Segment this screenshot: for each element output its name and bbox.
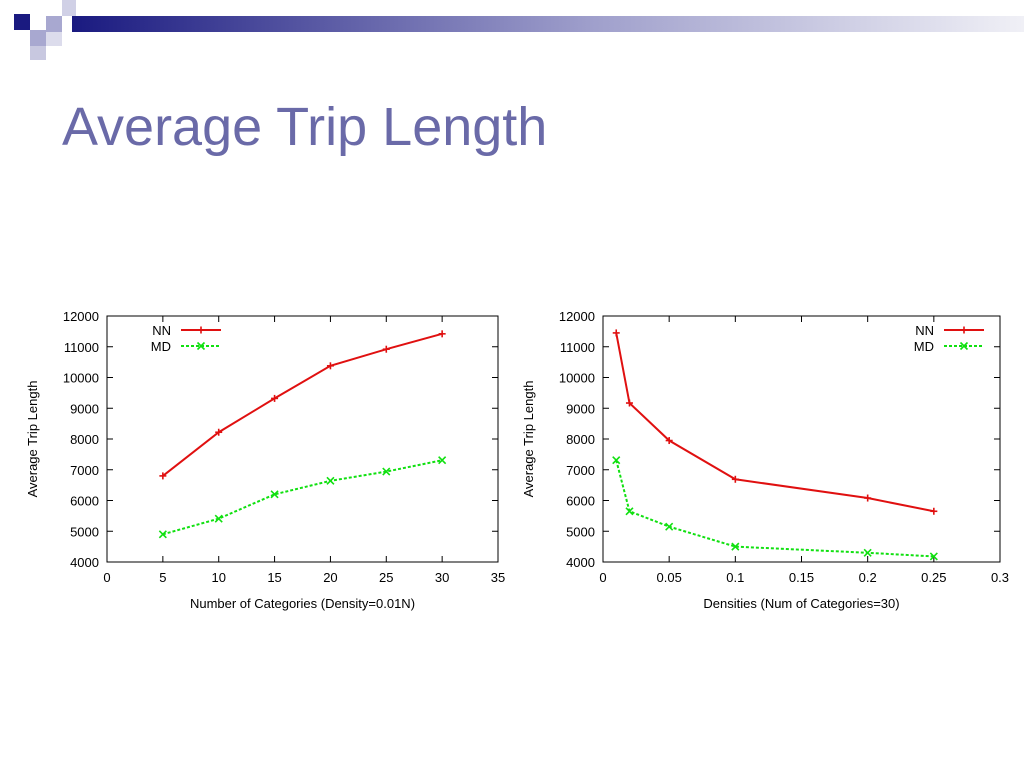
- legend-marker-md: [959, 341, 969, 351]
- series-nn-point: [438, 330, 446, 338]
- y-tick-label: 7000: [70, 463, 99, 478]
- series-nn-point: [215, 428, 223, 436]
- y-tick-label: 11000: [64, 340, 99, 355]
- y-tick-label: 10000: [559, 371, 595, 386]
- y-tick-label: 5000: [70, 524, 99, 539]
- y-axis-label: Average Trip Length: [521, 381, 536, 498]
- series-md-point: [863, 548, 872, 557]
- series-nn-point: [864, 494, 872, 502]
- x-tick-label: 30: [435, 570, 449, 585]
- legend-label-nn: NN: [915, 323, 934, 338]
- series-md-point: [625, 507, 634, 516]
- series-md-point: [326, 476, 335, 485]
- y-tick-label: 7000: [566, 463, 595, 478]
- y-tick-label: 12000: [559, 309, 595, 324]
- x-tick-label: 25: [379, 570, 393, 585]
- x-tick-label: 0.05: [657, 570, 682, 585]
- y-tick-label: 5000: [566, 524, 595, 539]
- series-nn-point: [159, 472, 167, 480]
- x-tick-label: 0.1: [726, 570, 744, 585]
- series-md-line: [162, 459, 443, 536]
- y-tick-label: 6000: [70, 494, 99, 509]
- series-nn-point: [665, 437, 673, 445]
- y-tick-label: 6000: [566, 494, 595, 509]
- legend-label-md: MD: [914, 339, 934, 354]
- chart-category-count: 4000 5000 6000 7000 8000 9000 10000 11000 12000 0…: [25, 309, 505, 611]
- series-nn-point: [731, 475, 739, 483]
- legend-label-nn: NN: [152, 323, 171, 338]
- x-tick-label: 10: [211, 570, 225, 585]
- slide-title: Average Trip Length: [62, 97, 548, 157]
- x-tick-label: 0: [103, 570, 110, 585]
- series-md-point: [270, 490, 279, 499]
- x-tick-label: 0.2: [859, 570, 877, 585]
- y-tick-label: 9000: [70, 401, 99, 416]
- y-tick-label: 4000: [566, 555, 595, 570]
- series-nn-point: [930, 507, 938, 515]
- x-tick-label: 0.3: [991, 570, 1009, 585]
- legend-marker-nn: [197, 326, 205, 334]
- y-tick-label: 9000: [566, 401, 595, 416]
- y-tick-label: 8000: [70, 432, 99, 447]
- x-axis-label: Number of Categories (Density=0.01N): [190, 596, 415, 611]
- series-md-point: [612, 456, 621, 465]
- x-axis-label: Densities (Num of Categories=30): [703, 596, 899, 611]
- series-md-line: [615, 459, 934, 558]
- series-md-point: [731, 542, 740, 551]
- x-tick-label: 0.25: [921, 570, 946, 585]
- y-axis-label: Average Trip Length: [25, 381, 40, 498]
- y-tick-label: 12000: [63, 309, 99, 324]
- y-tick-label: 10000: [63, 371, 99, 386]
- x-tick-label: 5: [159, 570, 166, 585]
- x-tick-label: 35: [491, 570, 505, 585]
- series-md-point: [382, 467, 391, 476]
- series-nn-point: [271, 394, 279, 402]
- legend-label-md: MD: [151, 339, 171, 354]
- x-tick-label: 20: [323, 570, 337, 585]
- series-md-point: [214, 514, 223, 523]
- chart-density: 4000 5000 6000 7000 8000 9000 10000 11000 12000 0…: [521, 309, 1009, 611]
- legend-marker-nn: [960, 326, 968, 334]
- y-tick-label: 4000: [70, 555, 99, 570]
- series-md-point: [665, 522, 674, 531]
- y-tick-label: 11000: [560, 340, 595, 355]
- header-decoration-graphic: [14, 0, 1024, 60]
- series-nn-point: [612, 329, 620, 337]
- y-tick-label: 8000: [566, 432, 595, 447]
- plot-frame: [602, 315, 1001, 563]
- series-nn-point: [625, 399, 633, 407]
- series-nn-line: [615, 332, 935, 513]
- x-tick-label: 15: [267, 570, 281, 585]
- series-nn-point: [326, 362, 334, 370]
- header-decoration: [0, 0, 1024, 62]
- series-md-point: [158, 530, 167, 539]
- legend-marker-md: [196, 341, 206, 351]
- series-nn-line: [162, 332, 443, 477]
- x-tick-label: 0: [599, 570, 606, 585]
- x-tick-label: 0.15: [789, 570, 814, 585]
- series-md-point: [438, 456, 447, 465]
- series-nn-point: [382, 345, 390, 353]
- series-md-point: [929, 552, 938, 561]
